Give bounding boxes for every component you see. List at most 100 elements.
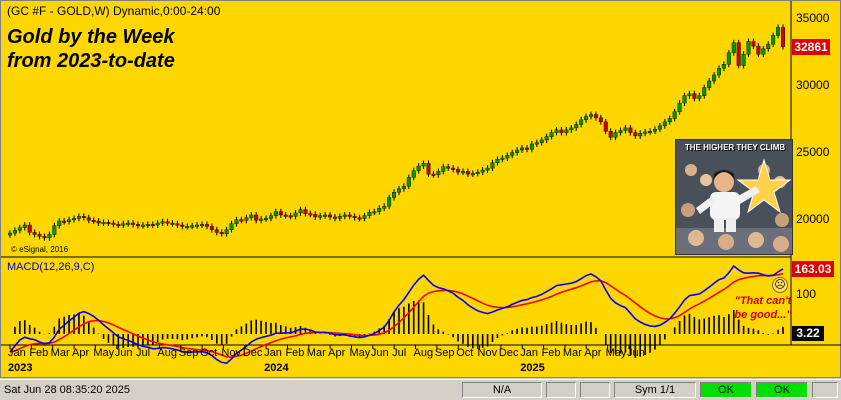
candle-up [126,222,131,225]
candle-down [465,171,470,175]
candle-down [254,214,259,221]
candle-down [175,223,180,226]
candle-up [702,87,707,96]
time-axis-year-label: 2024 [264,362,289,374]
macd-signal-line [9,272,784,358]
candle-up [520,147,525,151]
candle-down [357,217,362,220]
candle-up [648,131,653,133]
candle-up [623,127,628,131]
status-ok-1[interactable]: OK [700,382,752,398]
candle-up [392,191,397,198]
candle-up [76,216,81,219]
time-axis-month-label: Dec [242,347,263,359]
candle-up [200,224,205,227]
time-axis-month-label: Dec [498,347,519,359]
annotation-line-2: be good..." [734,309,792,321]
candle-up [554,129,559,133]
candle-down [131,222,136,225]
candle-up [460,171,465,174]
candle-up [337,216,342,219]
candle-up [579,119,584,125]
candle-down [165,221,170,224]
candle-down [756,45,761,55]
candle-down [283,214,288,217]
candle-down [593,114,598,119]
candle-up [323,214,328,217]
status-cell-blank-3[interactable] [812,382,838,398]
candle-down [106,222,111,225]
candle-up [367,212,372,216]
candle-up [436,171,441,175]
status-cell-blank-2[interactable] [580,382,610,398]
candle-up [505,155,510,159]
candle-up [195,224,200,227]
time-axis-month-label: Apr [72,347,90,359]
candle-down [111,222,116,225]
candle-up [396,188,401,193]
candle-up [564,129,569,133]
candle-up [470,173,475,176]
time-axis-month-label: Jul [136,347,151,359]
candle-up [57,220,62,226]
candle-up [342,214,347,217]
chart-canvas[interactable] [1,1,841,379]
time-axis-month-label: Oct [456,347,474,359]
candle-down [308,213,313,216]
price-tick-35000: 35000 [796,11,830,25]
candle-up [682,95,687,104]
candle-up [707,80,712,88]
inset-poster-image: THE HIGHER THEY CLIMB [675,139,793,255]
time-axis-month-label: Mar [306,347,326,359]
candle-up [121,223,126,226]
candle-up [721,64,726,69]
time-axis-month-label: Feb [541,347,561,359]
candle-down [692,93,697,99]
candle-down [81,216,86,219]
candle-down [313,214,318,218]
candle-up [549,132,554,137]
candle-up [52,225,57,235]
candle-up [377,208,382,212]
status-cell-symbol[interactable]: Sym 1/1 [614,382,696,398]
candle-up [441,166,446,172]
time-axis-month-label: Mar [562,347,582,359]
candle-up [539,139,544,143]
macd-header: MACD(12,26,9,C) [7,261,95,273]
candle-down [91,220,96,223]
candle-up [17,227,22,231]
candle-up [155,222,160,226]
time-axis-month-label: Feb [285,347,305,359]
candle-down [209,226,214,230]
frowning-face-icon: ☹ [772,277,788,293]
status-cell-na[interactable]: N/A [462,382,542,398]
last-price-badge: 32861 [792,39,830,55]
time-axis-month-label: Jul [392,347,407,359]
candle-up [574,124,579,129]
candle-down [204,224,209,227]
chart-frame[interactable]: (GC #F - GOLD,W) Dynamic,0:00-24:00 Gold… [0,0,841,378]
time-axis-month-label: Jan [8,347,26,359]
candle-down [278,211,283,216]
macd-value-badge: 163.03 [792,261,834,277]
price-tick-20000: 20000 [796,212,830,226]
candle-up [382,206,387,209]
candle-down [180,224,185,227]
candle-up [667,118,672,123]
macd-line [9,264,784,365]
candle-up [72,218,77,221]
candle-up [298,209,303,214]
candle-up [145,224,150,227]
status-cell-blank-1[interactable] [546,382,576,398]
status-datetime: Sat Jun 28 08:35:20 2025 [4,384,130,396]
candle-down [332,216,337,219]
candle-down [214,229,219,233]
status-ok-2[interactable]: OK [756,382,808,398]
time-axis-month-label: Feb [29,347,49,359]
candle-up [224,229,229,234]
candle-down [32,232,37,235]
candle-down [219,232,224,235]
time-axis-month-label: Jun [370,347,389,359]
macd-tick-100: 100 [796,287,817,301]
candle-up [500,157,505,160]
